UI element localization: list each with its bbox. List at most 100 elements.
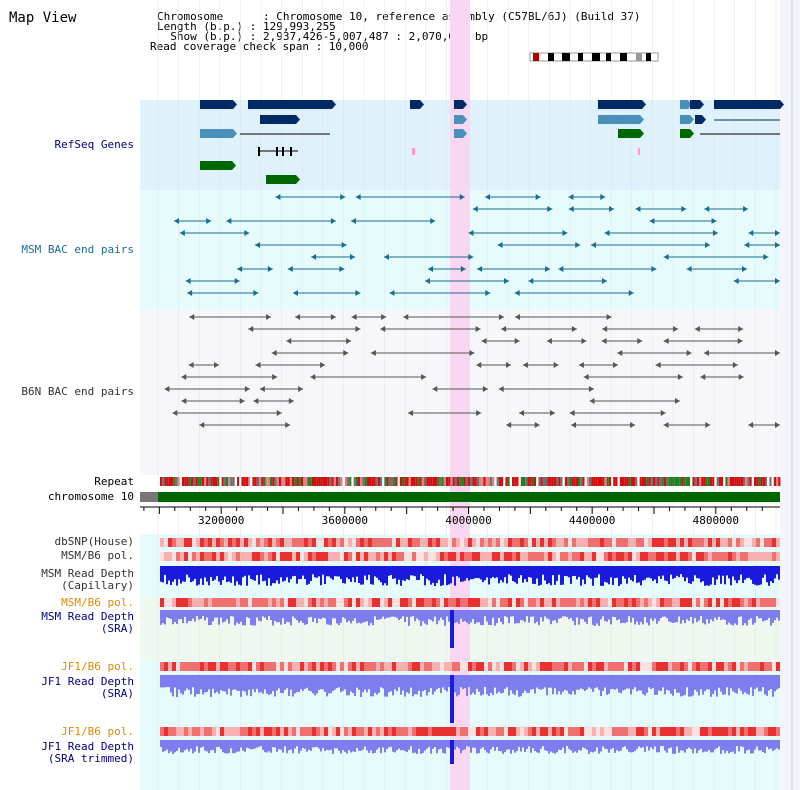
track-label-msm-b6-pol-sra[interactable]: MSM/B6 pol. bbox=[61, 596, 134, 609]
msm-capillary-depth bbox=[698, 566, 700, 579]
msm-sra-depth bbox=[474, 610, 476, 624]
jf1-sra-depth bbox=[476, 675, 478, 689]
jf1-b6-pol-trimmed-cell bbox=[232, 727, 236, 736]
track-label-jf1-read-depth-sra[interactable]: JF1 Read Depth (SRA) bbox=[41, 675, 134, 700]
axis-tick-label: 4000000 bbox=[445, 514, 491, 527]
msm-capillary-depth bbox=[744, 566, 746, 580]
jf1-trimmed-depth bbox=[236, 740, 238, 752]
msm-capillary-depth bbox=[426, 566, 428, 579]
msm-capillary-depth bbox=[208, 566, 210, 586]
track-label-chromosome[interactable]: chromosome 10 bbox=[47, 490, 134, 503]
msm-bac-pair-end bbox=[355, 194, 361, 200]
msm-sra-depth bbox=[504, 610, 506, 617]
jf1-sra-depth bbox=[672, 675, 674, 696]
jf1-trimmed-depth bbox=[530, 740, 532, 753]
dbsnp-cell bbox=[364, 538, 368, 547]
repeat-segment bbox=[734, 477, 737, 486]
msm-capillary-depth bbox=[430, 566, 432, 585]
msm-capillary-depth bbox=[702, 566, 704, 582]
jf1-trimmed-depth bbox=[674, 740, 676, 754]
ideogram-band bbox=[562, 53, 570, 61]
jf1-b6-pol-trimmed-cell bbox=[428, 727, 432, 736]
msm-bac-pair-end bbox=[244, 230, 250, 236]
jf1-trimmed-depth bbox=[260, 740, 262, 747]
msm-capillary-depth bbox=[352, 566, 354, 578]
track-label-dbsnp[interactable]: dbSNP(House) bbox=[54, 535, 134, 548]
jf1-sra-depth bbox=[298, 675, 300, 693]
repeat-segment bbox=[166, 477, 169, 486]
jf1-trimmed-depth bbox=[700, 740, 702, 749]
track-label-jf1-b6-pol[interactable]: JF1/B6 pol. bbox=[61, 660, 134, 673]
jf1-trimmed-depth bbox=[592, 740, 594, 753]
msm-b6-pol-cell bbox=[448, 552, 452, 561]
jf1-b6-pol-cell bbox=[328, 662, 332, 671]
msm-capillary-depth bbox=[216, 566, 218, 577]
jf1-b6-pol-trimmed-cell bbox=[668, 727, 672, 736]
gene-arrow bbox=[463, 100, 467, 109]
jf1-b6-pol-cell bbox=[364, 662, 368, 671]
track-label-msm-b6-pol[interactable]: MSM/B6 pol. bbox=[61, 549, 134, 562]
repeat-segment bbox=[223, 477, 226, 486]
jf1-b6-pol-cell bbox=[452, 662, 456, 671]
repeat-segment bbox=[637, 477, 640, 486]
b6n-bac-pair-end bbox=[272, 374, 278, 380]
track-label-jf1-read-depth-trimmed[interactable]: JF1 Read Depth (SRA trimmed) bbox=[41, 740, 134, 765]
track-label-msm-bac[interactable]: MSM BAC end pairs bbox=[21, 243, 134, 256]
track-label-b6n-bac[interactable]: B6N BAC end pairs bbox=[21, 385, 134, 398]
track-label-refseq-genes[interactable]: RefSeq Genes bbox=[54, 138, 134, 151]
b6n-bac-pair-end bbox=[295, 314, 301, 320]
jf1-b6-pol-cell bbox=[200, 662, 204, 671]
jf1-trimmed-depth bbox=[702, 740, 704, 753]
msm-b6-pol-cell bbox=[252, 552, 256, 561]
gene-arrow bbox=[700, 100, 704, 109]
dbsnp-cell bbox=[332, 538, 336, 547]
ideogram-band bbox=[646, 53, 651, 61]
msm-sra-depth bbox=[206, 610, 208, 618]
jf1-trimmed-depth bbox=[240, 740, 242, 748]
jf1-b6-pol-trimmed-cell bbox=[756, 727, 760, 736]
msm-b6-pol-sra-cell bbox=[624, 598, 628, 607]
track-label-jf1-b6-pol-trimmed[interactable]: JF1/B6 pol. bbox=[61, 725, 134, 738]
jf1-trimmed-depth bbox=[466, 740, 468, 747]
msm-b6-pol-cell bbox=[508, 552, 512, 561]
msm-sra-depth bbox=[768, 610, 770, 618]
dbsnp-cell bbox=[476, 538, 480, 547]
jf1-b6-pol-cell bbox=[340, 662, 344, 671]
b6n-bac-pair-end bbox=[612, 362, 618, 368]
msm-sra-depth bbox=[490, 610, 492, 626]
jf1-sra-depth bbox=[698, 675, 700, 696]
msm-b6-pol-sra-cell bbox=[736, 598, 740, 607]
jf1-trimmed-depth bbox=[516, 740, 518, 752]
jf1-trimmed-depth bbox=[748, 740, 750, 750]
jf1-trimmed-depth bbox=[390, 740, 392, 747]
msm-capillary-depth bbox=[724, 566, 726, 585]
jf1-sra-depth bbox=[630, 675, 632, 695]
jf1-trimmed-depth bbox=[766, 740, 768, 747]
msm-sra-depth bbox=[218, 610, 220, 625]
msm-b6-pol-cell bbox=[296, 552, 300, 561]
jf1-sra-depth bbox=[318, 675, 320, 690]
msm-bac-pair-end bbox=[459, 194, 465, 200]
repeat-segment bbox=[520, 477, 523, 486]
msm-capillary-depth bbox=[714, 566, 716, 585]
repeat-segment bbox=[771, 477, 774, 486]
jf1-b6-pol-cell bbox=[404, 662, 408, 671]
repeat-segment bbox=[371, 477, 374, 486]
dbsnp-cell bbox=[168, 538, 172, 547]
dbsnp-cell bbox=[188, 538, 192, 547]
jf1-sra-depth bbox=[750, 675, 752, 688]
track-label-msm-read-depth-capillary[interactable]: MSM Read Depth (Capillary) bbox=[41, 567, 134, 592]
jf1-trimmed-depth bbox=[360, 740, 362, 751]
jf1-sra-depth bbox=[772, 675, 774, 697]
track-label-msm-read-depth-sra[interactable]: MSM Read Depth (SRA) bbox=[41, 610, 134, 635]
dbsnp-cell bbox=[468, 538, 472, 547]
repeat-segment bbox=[300, 477, 303, 486]
jf1-sra-depth bbox=[552, 675, 554, 695]
jf1-sra-depth bbox=[776, 675, 778, 690]
track-label-repeat[interactable]: Repeat bbox=[94, 475, 134, 488]
msm-sra-depth bbox=[246, 610, 248, 617]
jf1-sra-depth bbox=[270, 675, 272, 694]
msm-sra-depth bbox=[312, 610, 314, 622]
msm-sra-depth bbox=[634, 610, 636, 625]
